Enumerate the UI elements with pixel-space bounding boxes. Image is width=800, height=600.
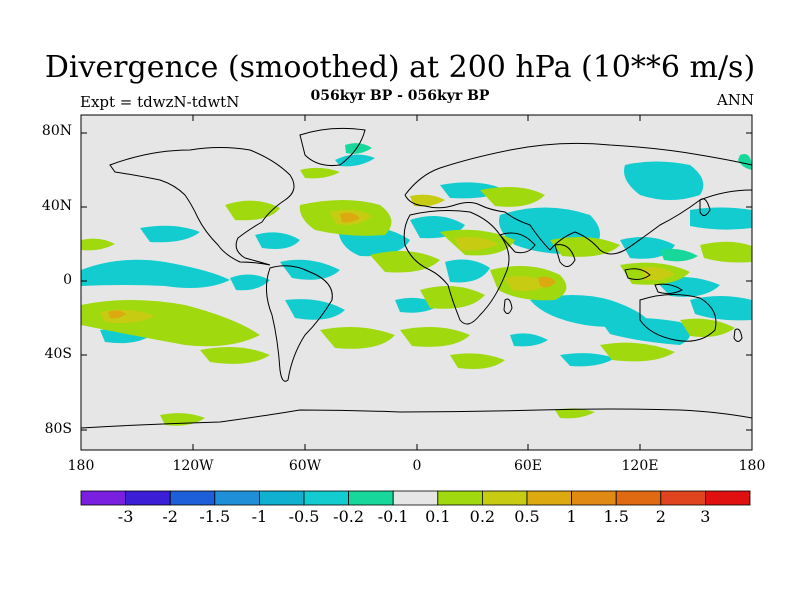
lon-tick-label: 120E — [621, 458, 659, 474]
colorbar-label: 0.5 — [514, 507, 540, 526]
colorbar-label: 1.5 — [603, 507, 629, 526]
colorbar-label: -3 — [117, 507, 134, 526]
lat-tick-label: 80N — [41, 123, 72, 139]
colorbar-swatch — [437, 490, 483, 506]
colorbar-swatch — [214, 490, 260, 506]
lon-tick-label: 60W — [288, 458, 322, 474]
colorbar-label: 3 — [700, 507, 711, 526]
colorbar-swatch — [348, 490, 394, 506]
plot-title: Divergence (smoothed) at 200 hPa (10**6 … — [44, 50, 756, 85]
axis-ticks — [80, 115, 753, 450]
colorbar-swatch — [571, 490, 617, 506]
colorbar — [80, 490, 751, 506]
colorbar-label: -1.5 — [199, 507, 231, 526]
colorbar-swatch — [705, 490, 751, 506]
colorbar-swatch — [303, 490, 349, 506]
experiment-label: Expt = tdwzN-tdwtN — [80, 93, 240, 111]
colorbar-swatch — [80, 490, 126, 506]
colorbar-label: -0.2 — [333, 507, 365, 526]
colorbar-swatch — [615, 490, 662, 506]
colorbar-swatch — [258, 490, 305, 506]
colorbar-label: -0.1 — [377, 507, 409, 526]
lon-tick-label: 180 — [67, 458, 95, 474]
colorbar-label: -1 — [251, 507, 268, 526]
colorbar-label: -0.5 — [288, 507, 320, 526]
season-label: ANN — [716, 91, 754, 109]
colorbar-label: 1 — [566, 507, 577, 526]
colorbar-label: 0.1 — [425, 507, 451, 526]
lat-tick-label: 40N — [41, 198, 72, 214]
colorbar-label: 0.2 — [469, 507, 496, 526]
plot-subtitle: 056kyr BP - 056kyr BP — [310, 88, 490, 104]
colorbar-swatch — [481, 490, 528, 506]
lon-tick-label: 180 — [738, 458, 766, 474]
colorbar-swatch — [392, 490, 439, 506]
lon-tick-label: 60E — [513, 458, 543, 474]
colorbar-swatch — [660, 490, 706, 506]
lon-tick-label: 0 — [412, 458, 422, 474]
colorbar-label: 2 — [655, 507, 666, 526]
coastlines — [81, 127, 752, 429]
lat-tick-label: 0 — [63, 272, 72, 288]
colorbar-swatch — [125, 490, 171, 506]
lat-tick-label: 40S — [44, 346, 72, 362]
lon-tick-label: 120W — [172, 458, 214, 474]
colorbar-swatch — [526, 490, 572, 506]
lat-tick-label: 80S — [44, 421, 72, 437]
colorbar-swatch — [169, 490, 216, 506]
colorbar-label: -2 — [162, 507, 178, 526]
